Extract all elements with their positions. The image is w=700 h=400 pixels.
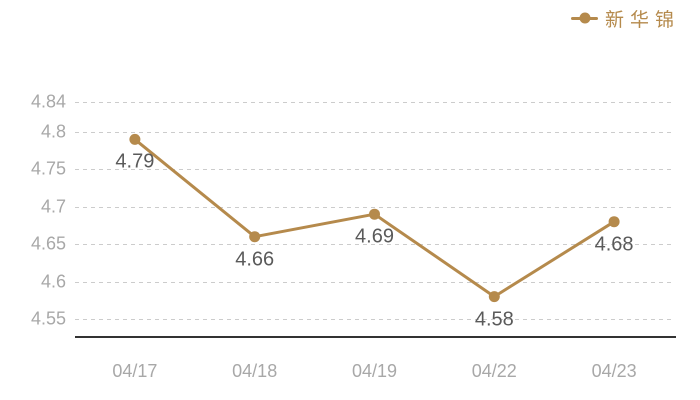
data-point-marker[interactable] <box>488 291 500 303</box>
x-axis-tick-label: 04/22 <box>471 361 517 381</box>
y-axis-tick-label: 4.7 <box>40 196 66 217</box>
data-point-label: 4.68 <box>594 233 634 256</box>
legend-dot-icon <box>579 12 590 24</box>
y-gridline <box>75 319 674 320</box>
data-point-label: 4.79 <box>115 150 155 173</box>
y-gridline <box>75 206 674 208</box>
x-axis-tick-label: 04/17 <box>112 361 158 381</box>
legend-line-marker-icon <box>571 12 598 24</box>
data-point-label: 4.69 <box>355 225 394 248</box>
legend-item[interactable]: 新华锦 <box>571 7 681 31</box>
data-point-marker[interactable] <box>608 216 620 228</box>
x-axis-tick-label: 04/19 <box>351 361 398 381</box>
x-axis-line <box>75 336 676 338</box>
data-point-marker[interactable] <box>369 208 380 220</box>
y-axis-tick-label: 4.6 <box>40 271 66 292</box>
y-axis-tick-label: 4.8 <box>40 121 66 142</box>
y-axis-tick-label: 4.75 <box>30 158 66 179</box>
y-axis-tick-label: 4.55 <box>30 308 66 329</box>
y-axis-tick-label: 4.84 <box>30 91 66 112</box>
x-axis-tick-label: 04/23 <box>591 361 637 381</box>
x-axis-tick-label: 04/18 <box>232 361 278 381</box>
data-point-label: 4.58 <box>474 308 514 331</box>
y-gridline <box>75 169 674 171</box>
y-gridline <box>75 131 674 133</box>
legend-series-label: 新华锦 <box>605 9 681 31</box>
data-point-marker[interactable] <box>249 231 261 243</box>
y-axis-tick-label: 4.65 <box>30 233 66 254</box>
y-gridline <box>75 244 674 246</box>
data-point-marker[interactable] <box>129 133 141 145</box>
y-gridline <box>75 281 674 283</box>
y-gridline <box>75 102 674 103</box>
data-point-label: 4.66 <box>235 248 275 271</box>
